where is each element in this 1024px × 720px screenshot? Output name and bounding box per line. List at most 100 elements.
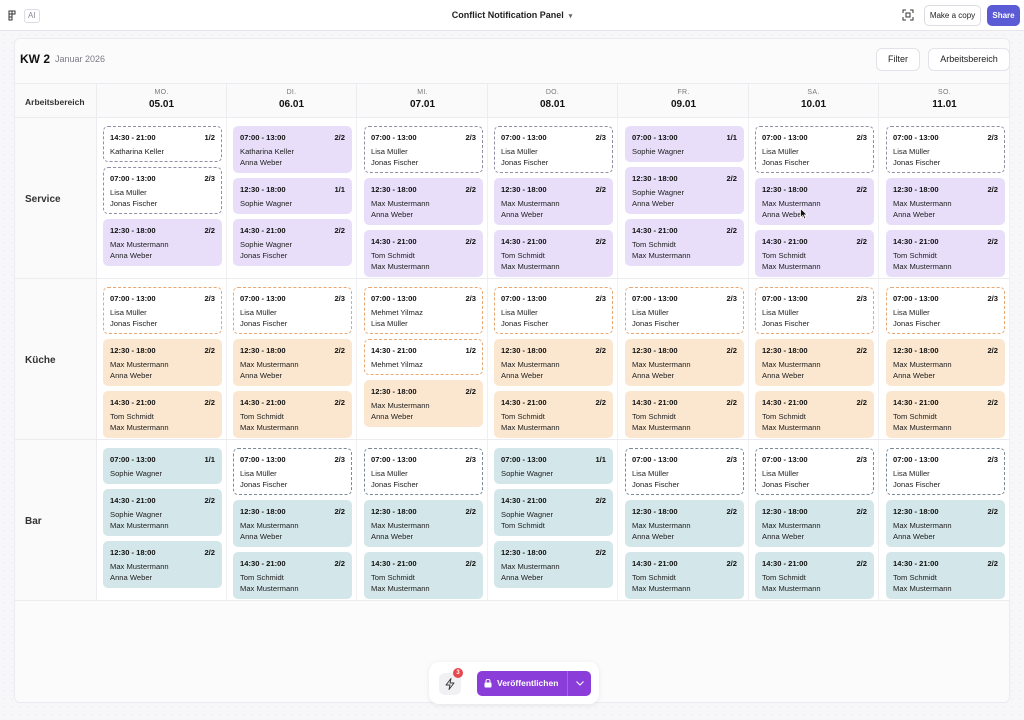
employee-name: Anna Weber bbox=[110, 371, 153, 380]
shift-card[interactable]: 07:00 - 13:00 2/2 Katharina Keller Anna Web… bbox=[233, 126, 352, 173]
day-cell: 07:00 - 13:00 2/3 Lisa Müller Jonas Fischer… bbox=[358, 440, 488, 600]
shift-card[interactable]: 14:30 - 21:00 2/2 Tom Schmidt Max Musterman… bbox=[755, 552, 874, 599]
day-header-row: Arbeitsbereich MO. 05.01 DI. 06.01 MI. 07.01 D… bbox=[15, 84, 1010, 118]
shift-card[interactable]: 07:00 - 13:00 2/3 Lisa Müller Jonas Fischer bbox=[886, 287, 1005, 334]
employee-name: Anna Weber bbox=[240, 158, 283, 167]
shift-card[interactable]: 12:30 - 18:00 2/2 Max Mustermann Anna Weber bbox=[755, 339, 874, 386]
shift-card[interactable]: 07:00 - 13:00 2/3 Lisa Müller Jonas Fischer bbox=[494, 126, 613, 173]
shift-card[interactable]: 14:30 - 21:00 2/2 Tom Schmidt Max Musterman… bbox=[755, 230, 874, 277]
shift-card[interactable]: 07:00 - 13:00 2/3 Lisa Müller Jonas Fischer bbox=[755, 126, 874, 173]
shift-card[interactable]: 12:30 - 18:00 2/2 Max Mustermann Anna Weber bbox=[103, 219, 222, 266]
shift-card[interactable]: 14:30 - 21:00 1/2 Katharina Keller bbox=[103, 126, 222, 162]
shift-card[interactable]: 14:30 - 21:00 2/2 Tom Schmidt Max Musterman… bbox=[755, 391, 874, 438]
employee-name: Anna Weber bbox=[762, 532, 805, 541]
shift-card[interactable]: 14:30 - 21:00 2/2 Tom Schmidt Max Musterman… bbox=[364, 552, 483, 599]
ai-label[interactable]: AI bbox=[24, 9, 40, 23]
shift-card[interactable]: 07:00 - 13:00 2/3 Lisa Müller Jonas Fischer bbox=[233, 448, 352, 495]
shift-time: 07:00 - 13:00 bbox=[632, 294, 678, 303]
employee-name: Jonas Fischer bbox=[893, 158, 941, 167]
shift-card[interactable]: 14:30 - 21:00 2/2 Sophie Wagner Max Musterm… bbox=[103, 489, 222, 536]
employee-name: Anna Weber bbox=[632, 199, 675, 208]
day-name: DI. bbox=[286, 89, 297, 96]
shift-card[interactable]: 07:00 - 13:00 2/3 Lisa Müller Jonas Fischer bbox=[625, 448, 744, 495]
row-label-kueche: Küche bbox=[15, 279, 97, 439]
shift-time: 07:00 - 13:00 bbox=[632, 455, 678, 464]
shift-card[interactable]: 07:00 - 13:00 2/3 Lisa Müller Jonas Fischer bbox=[233, 287, 352, 334]
shift-card[interactable]: 07:00 - 13:00 2/3 Lisa Müller Jonas Fischer bbox=[755, 448, 874, 495]
shift-card[interactable]: 12:30 - 18:00 2/2 Max Mustermann Anna Weber bbox=[364, 380, 483, 427]
shift-card[interactable]: 07:00 - 13:00 2/3 Lisa Müller Jonas Fischer bbox=[755, 287, 874, 334]
shift-card[interactable]: 14:30 - 21:00 2/2 Tom Schmidt Max Musterman… bbox=[103, 391, 222, 438]
shift-card[interactable]: 07:00 - 13:00 2/3 Lisa Müller Jonas Fischer bbox=[103, 287, 222, 334]
shift-card[interactable]: 12:30 - 18:00 1/1 Sophie Wagner bbox=[233, 178, 352, 214]
shift-card[interactable]: 07:00 - 13:00 1/1 Sophie Wagner bbox=[625, 126, 744, 162]
shift-card[interactable]: 14:30 - 21:00 2/2 Tom Schmidt Max Musterman… bbox=[886, 230, 1005, 277]
shift-card[interactable]: 07:00 - 13:00 2/3 Lisa Müller Jonas Fischer bbox=[625, 287, 744, 334]
shift-card[interactable]: 12:30 - 18:00 2/2 Max Mustermann Anna Weber bbox=[625, 500, 744, 547]
shift-card[interactable]: 12:30 - 18:00 2/2 Max Mustermann Anna Weber bbox=[494, 541, 613, 588]
frame-icon[interactable] bbox=[902, 9, 914, 21]
shift-card[interactable]: 12:30 - 18:00 2/2 Max Mustermann Anna Weber bbox=[755, 178, 874, 225]
shift-card[interactable]: 07:00 - 13:00 2/3 Lisa Müller Jonas Fischer bbox=[364, 448, 483, 495]
shift-count: 2/2 bbox=[856, 237, 867, 246]
file-title[interactable]: Conflict Notification Panel ▾ bbox=[0, 10, 1024, 20]
shift-card[interactable]: 14:30 - 21:00 2/2 Tom Schmidt Max Musterman… bbox=[494, 230, 613, 277]
shift-time: 12:30 - 18:00 bbox=[240, 346, 286, 355]
shift-card[interactable]: 14:30 - 21:00 2/2 Tom Schmidt Max Musterman… bbox=[625, 391, 744, 438]
shift-card[interactable]: 14:30 - 21:00 2/2 Sophie Wagner Jonas Fisch… bbox=[233, 219, 352, 266]
shift-card[interactable]: 07:00 - 13:00 2/3 Lisa Müller Jonas Fischer bbox=[886, 448, 1005, 495]
conflicts-button[interactable] bbox=[439, 673, 461, 695]
shift-card[interactable]: 12:30 - 18:00 2/2 Max Mustermann Anna Weber bbox=[886, 500, 1005, 547]
shift-card[interactable]: 14:30 - 21:00 1/2 Mehmet Yilmaz bbox=[364, 339, 483, 375]
employee-name: Anna Weber bbox=[632, 371, 675, 380]
area-button[interactable]: Arbeitsbereich bbox=[928, 48, 1010, 71]
day-cell: 07:00 - 13:00 2/3 Lisa Müller Jonas Fischer… bbox=[749, 118, 879, 278]
shift-card[interactable]: 12:30 - 18:00 2/2 Max Mustermann Anna Weber bbox=[103, 339, 222, 386]
shift-count: 2/2 bbox=[334, 559, 345, 568]
employee-name: Sophie Wagner bbox=[501, 510, 554, 519]
shift-card[interactable]: 12:30 - 18:00 2/2 Max Mustermann Anna Weber bbox=[625, 339, 744, 386]
publish-dropdown-button[interactable] bbox=[567, 671, 591, 696]
employee-name: Anna Weber bbox=[893, 371, 936, 380]
shift-card[interactable]: 12:30 - 18:00 2/2 Max Mustermann Anna Weber bbox=[886, 339, 1005, 386]
shift-card[interactable]: 14:30 - 21:00 2/2 Tom Schmidt Max Musterman… bbox=[625, 219, 744, 266]
shift-count: 2/3 bbox=[595, 133, 606, 142]
shift-count: 2/3 bbox=[856, 133, 867, 142]
shift-time: 07:00 - 13:00 bbox=[240, 455, 286, 464]
shift-card[interactable]: 12:30 - 18:00 2/2 Max Mustermann Anna Weber bbox=[364, 500, 483, 547]
shift-card[interactable]: 12:30 - 18:00 2/2 Max Mustermann Anna Weber bbox=[494, 178, 613, 225]
make-copy-button[interactable]: Make a copy bbox=[924, 5, 981, 26]
shift-card[interactable]: 07:00 - 13:00 2/3 Lisa Müller Jonas Fischer bbox=[364, 126, 483, 173]
shift-card[interactable]: 12:30 - 18:00 2/2 Max Mustermann Anna Weber bbox=[364, 178, 483, 225]
publish-button[interactable]: Veröffentlichen bbox=[477, 671, 567, 696]
shift-card[interactable]: 12:30 - 18:00 2/2 Sophie Wagner Anna Weber bbox=[625, 167, 744, 214]
shift-card[interactable]: 12:30 - 18:00 2/2 Max Mustermann Anna Weber bbox=[494, 339, 613, 386]
shift-card[interactable]: 14:30 - 21:00 2/2 Sophie Wagner Tom Schmidt bbox=[494, 489, 613, 536]
shift-card[interactable]: 07:00 - 13:00 2/3 Lisa Müller Jonas Fischer bbox=[886, 126, 1005, 173]
employee-name: Jonas Fischer bbox=[893, 480, 941, 489]
shift-card[interactable]: 12:30 - 18:00 2/2 Max Mustermann Anna Weber bbox=[233, 500, 352, 547]
shift-card[interactable]: 14:30 - 21:00 2/2 Tom Schmidt Max Musterman… bbox=[364, 230, 483, 277]
share-button[interactable]: Share bbox=[987, 5, 1020, 26]
shift-card[interactable]: 12:30 - 18:00 2/2 Max Mustermann Anna Weber bbox=[233, 339, 352, 386]
shift-card[interactable]: 14:30 - 21:00 2/2 Tom Schmidt Max Musterman… bbox=[886, 552, 1005, 599]
employee-name: Lisa Müller bbox=[371, 469, 408, 478]
shift-count: 2/2 bbox=[987, 185, 998, 194]
shift-card[interactable]: 07:00 - 13:00 2/3 Mehmet Yilmaz Lisa Müller bbox=[364, 287, 483, 334]
shift-card[interactable]: 07:00 - 13:00 2/3 Lisa Müller Jonas Fischer bbox=[103, 167, 222, 214]
shift-card[interactable]: 07:00 - 13:00 1/1 Sophie Wagner bbox=[103, 448, 222, 484]
figma-logo-icon[interactable] bbox=[8, 10, 17, 22]
shift-card[interactable]: 14:30 - 21:00 2/2 Tom Schmidt Max Musterman… bbox=[233, 552, 352, 599]
shift-card[interactable]: 07:00 - 13:00 1/1 Sophie Wagner bbox=[494, 448, 613, 484]
shift-card[interactable]: 12:30 - 18:00 2/2 Max Mustermann Anna Weber bbox=[755, 500, 874, 547]
employee-name: Anna Weber bbox=[501, 371, 544, 380]
shift-card[interactable]: 12:30 - 18:00 2/2 Max Mustermann Anna Weber bbox=[103, 541, 222, 588]
shift-card[interactable]: 14:30 - 21:00 2/2 Tom Schmidt Max Musterman… bbox=[494, 391, 613, 438]
shift-card[interactable]: 07:00 - 13:00 2/3 Lisa Müller Jonas Fischer bbox=[494, 287, 613, 334]
shift-card[interactable]: 14:30 - 21:00 2/2 Tom Schmidt Max Musterman… bbox=[233, 391, 352, 438]
employee-name: Max Mustermann bbox=[501, 199, 560, 208]
filter-button[interactable]: Filter bbox=[876, 48, 920, 71]
shift-card[interactable]: 14:30 - 21:00 2/2 Tom Schmidt Max Musterman… bbox=[886, 391, 1005, 438]
shift-card[interactable]: 14:30 - 21:00 2/2 Tom Schmidt Max Musterman… bbox=[625, 552, 744, 599]
shift-card[interactable]: 12:30 - 18:00 2/2 Max Mustermann Anna Weber bbox=[886, 178, 1005, 225]
